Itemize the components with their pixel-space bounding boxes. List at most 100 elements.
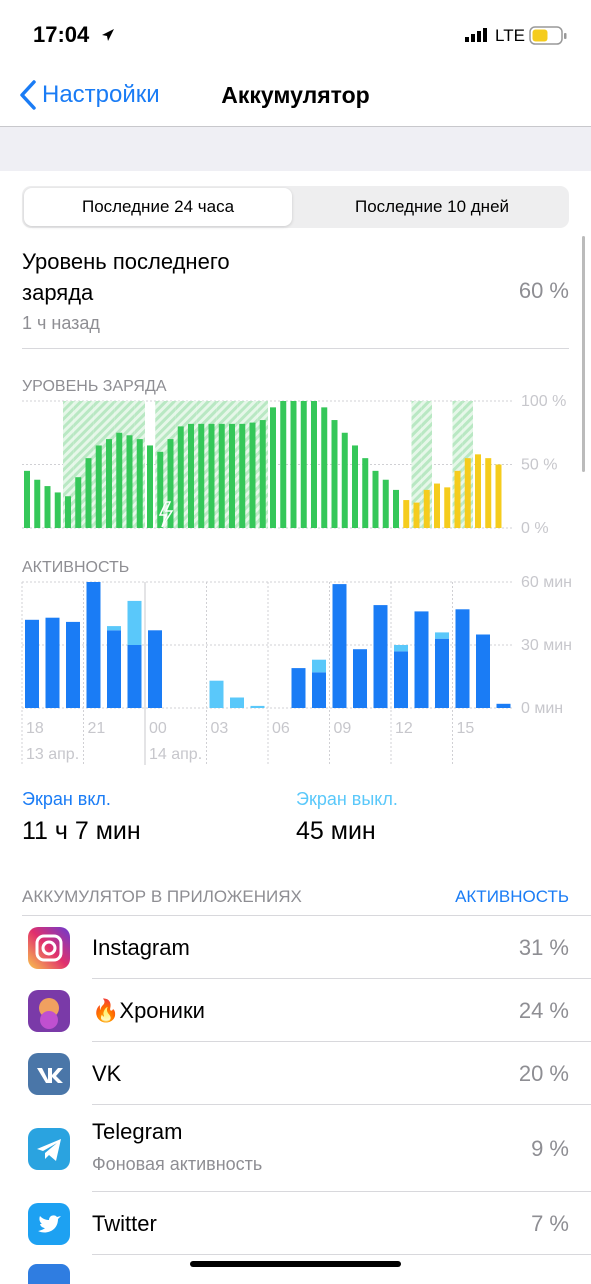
app-value: 20 % (518, 1060, 569, 1086)
y-tick-label: 30 мин (521, 637, 572, 654)
separator (92, 1191, 591, 1192)
activity-bar (373, 605, 388, 708)
battery-bar (167, 439, 174, 528)
battery-bar (362, 458, 369, 528)
activity-bar (394, 651, 408, 708)
x-tick-label: 03 (211, 720, 229, 737)
last-charge-label: Уровень последнего заряда (22, 249, 230, 305)
activity-bar (496, 703, 511, 708)
battery-bar (157, 451, 164, 528)
y-tick-label: 50 % (521, 457, 557, 474)
battery-bar (85, 458, 92, 528)
screen-off-total: 45 мин (296, 817, 376, 845)
activity-bar (25, 619, 39, 708)
group-spacer (0, 126, 591, 171)
battery-bar (34, 479, 41, 528)
battery-bar (249, 422, 256, 528)
last-charge-ago: 1 ч назад (22, 313, 100, 333)
x-tick-label: 21 (88, 720, 106, 737)
separator (92, 1254, 591, 1255)
battery-bar (126, 435, 133, 528)
battery-bar (444, 487, 451, 528)
activity-bar (414, 611, 429, 708)
app-icon (28, 1264, 70, 1284)
back-chevron[interactable] (18, 80, 38, 110)
battery-bar (403, 500, 410, 528)
battery-bar (434, 483, 440, 528)
activity-bar (435, 632, 449, 639)
status-time: 17:04 (33, 22, 90, 47)
activity-bar (230, 697, 244, 708)
x-tick-label: 09 (334, 720, 352, 737)
battery-bar (24, 470, 30, 528)
home-indicator (190, 1261, 401, 1267)
battery-bar (116, 432, 123, 528)
app-value: 31 % (518, 934, 569, 960)
battery-bar (259, 420, 266, 528)
activity-bar (476, 634, 490, 708)
battery-icon (529, 26, 567, 45)
activity-bar (250, 705, 265, 708)
activity-bar (107, 630, 121, 708)
battery-bar (147, 445, 153, 528)
separator (92, 1104, 591, 1105)
x-tick-label: 06 (272, 720, 290, 737)
app-row[interactable]: Instagram 31 % (0, 916, 591, 979)
battery-bar (106, 439, 112, 528)
app-icon (28, 1202, 70, 1245)
tab[interactable]: Последние 10 дней (354, 197, 510, 216)
y-tick-label: 0 мин (521, 700, 563, 717)
separator (22, 348, 569, 349)
app-name: Telegram (92, 1119, 183, 1144)
battery-bar (218, 423, 225, 528)
activity-bar (455, 609, 470, 708)
activity-bar (435, 638, 449, 708)
back-button[interactable]: Настройки (42, 81, 160, 108)
battery-bar (239, 423, 246, 528)
battery-bar (270, 407, 276, 528)
y-tick-label: 100 % (521, 393, 566, 410)
activity-toggle[interactable]: АКТИВНОСТЬ (455, 887, 569, 906)
location-icon (102, 29, 114, 41)
battery-bar (208, 423, 215, 528)
charts: УРОВЕНЬ ЗАРЯДА 100 % 50 % 0 % АКТИВНОСТЬ 60 м… (21, 378, 572, 765)
activity-bar (107, 626, 121, 631)
app-name: VK (92, 1060, 122, 1086)
charging-region (63, 401, 74, 528)
app-name: Twitter (92, 1210, 157, 1236)
battery-bar (495, 464, 502, 528)
x-tick-label: 00 (149, 720, 167, 737)
app-subtitle: Фоновая активность (92, 1154, 263, 1174)
activity-bar (312, 672, 326, 708)
activity-bar (312, 659, 326, 673)
charging-region (73, 401, 84, 528)
section-header: АККУМУЛЯТОР В ПРИЛОЖЕНИЯХ (22, 887, 302, 906)
activity-bar (45, 617, 60, 708)
app-row[interactable]: 🔥Хроники 24 % (0, 979, 591, 1042)
battery-bar (393, 489, 399, 528)
separator (92, 978, 591, 979)
last-charge-value: 60 % (518, 278, 569, 303)
app-row[interactable]: Twitter 7 % (0, 1192, 591, 1255)
battery-bar (136, 439, 143, 528)
battery-bar (485, 458, 492, 528)
app-name: 🔥Хроники (92, 997, 205, 1023)
battery-bar (454, 470, 461, 528)
app-row[interactable]: VK 20 % (0, 1042, 591, 1105)
battery-bar (382, 479, 389, 528)
battery-bar (352, 445, 358, 528)
battery-bar (229, 423, 235, 528)
battery-bar (65, 496, 71, 528)
battery-bar (290, 401, 297, 528)
nav-title: Аккумулятор (221, 82, 370, 108)
activity-bar (291, 668, 306, 708)
app-icon (28, 1052, 70, 1095)
app-icon (28, 989, 70, 1032)
tab-selected[interactable]: Последние 24 часа (24, 188, 292, 226)
screen-off-label: Экран выкл. (296, 789, 398, 809)
charging-region (421, 401, 432, 528)
battery-bar (321, 407, 328, 528)
app-row[interactable]: Telegram Фоновая активность 9 % (0, 1105, 591, 1192)
activity-bar (86, 582, 101, 708)
